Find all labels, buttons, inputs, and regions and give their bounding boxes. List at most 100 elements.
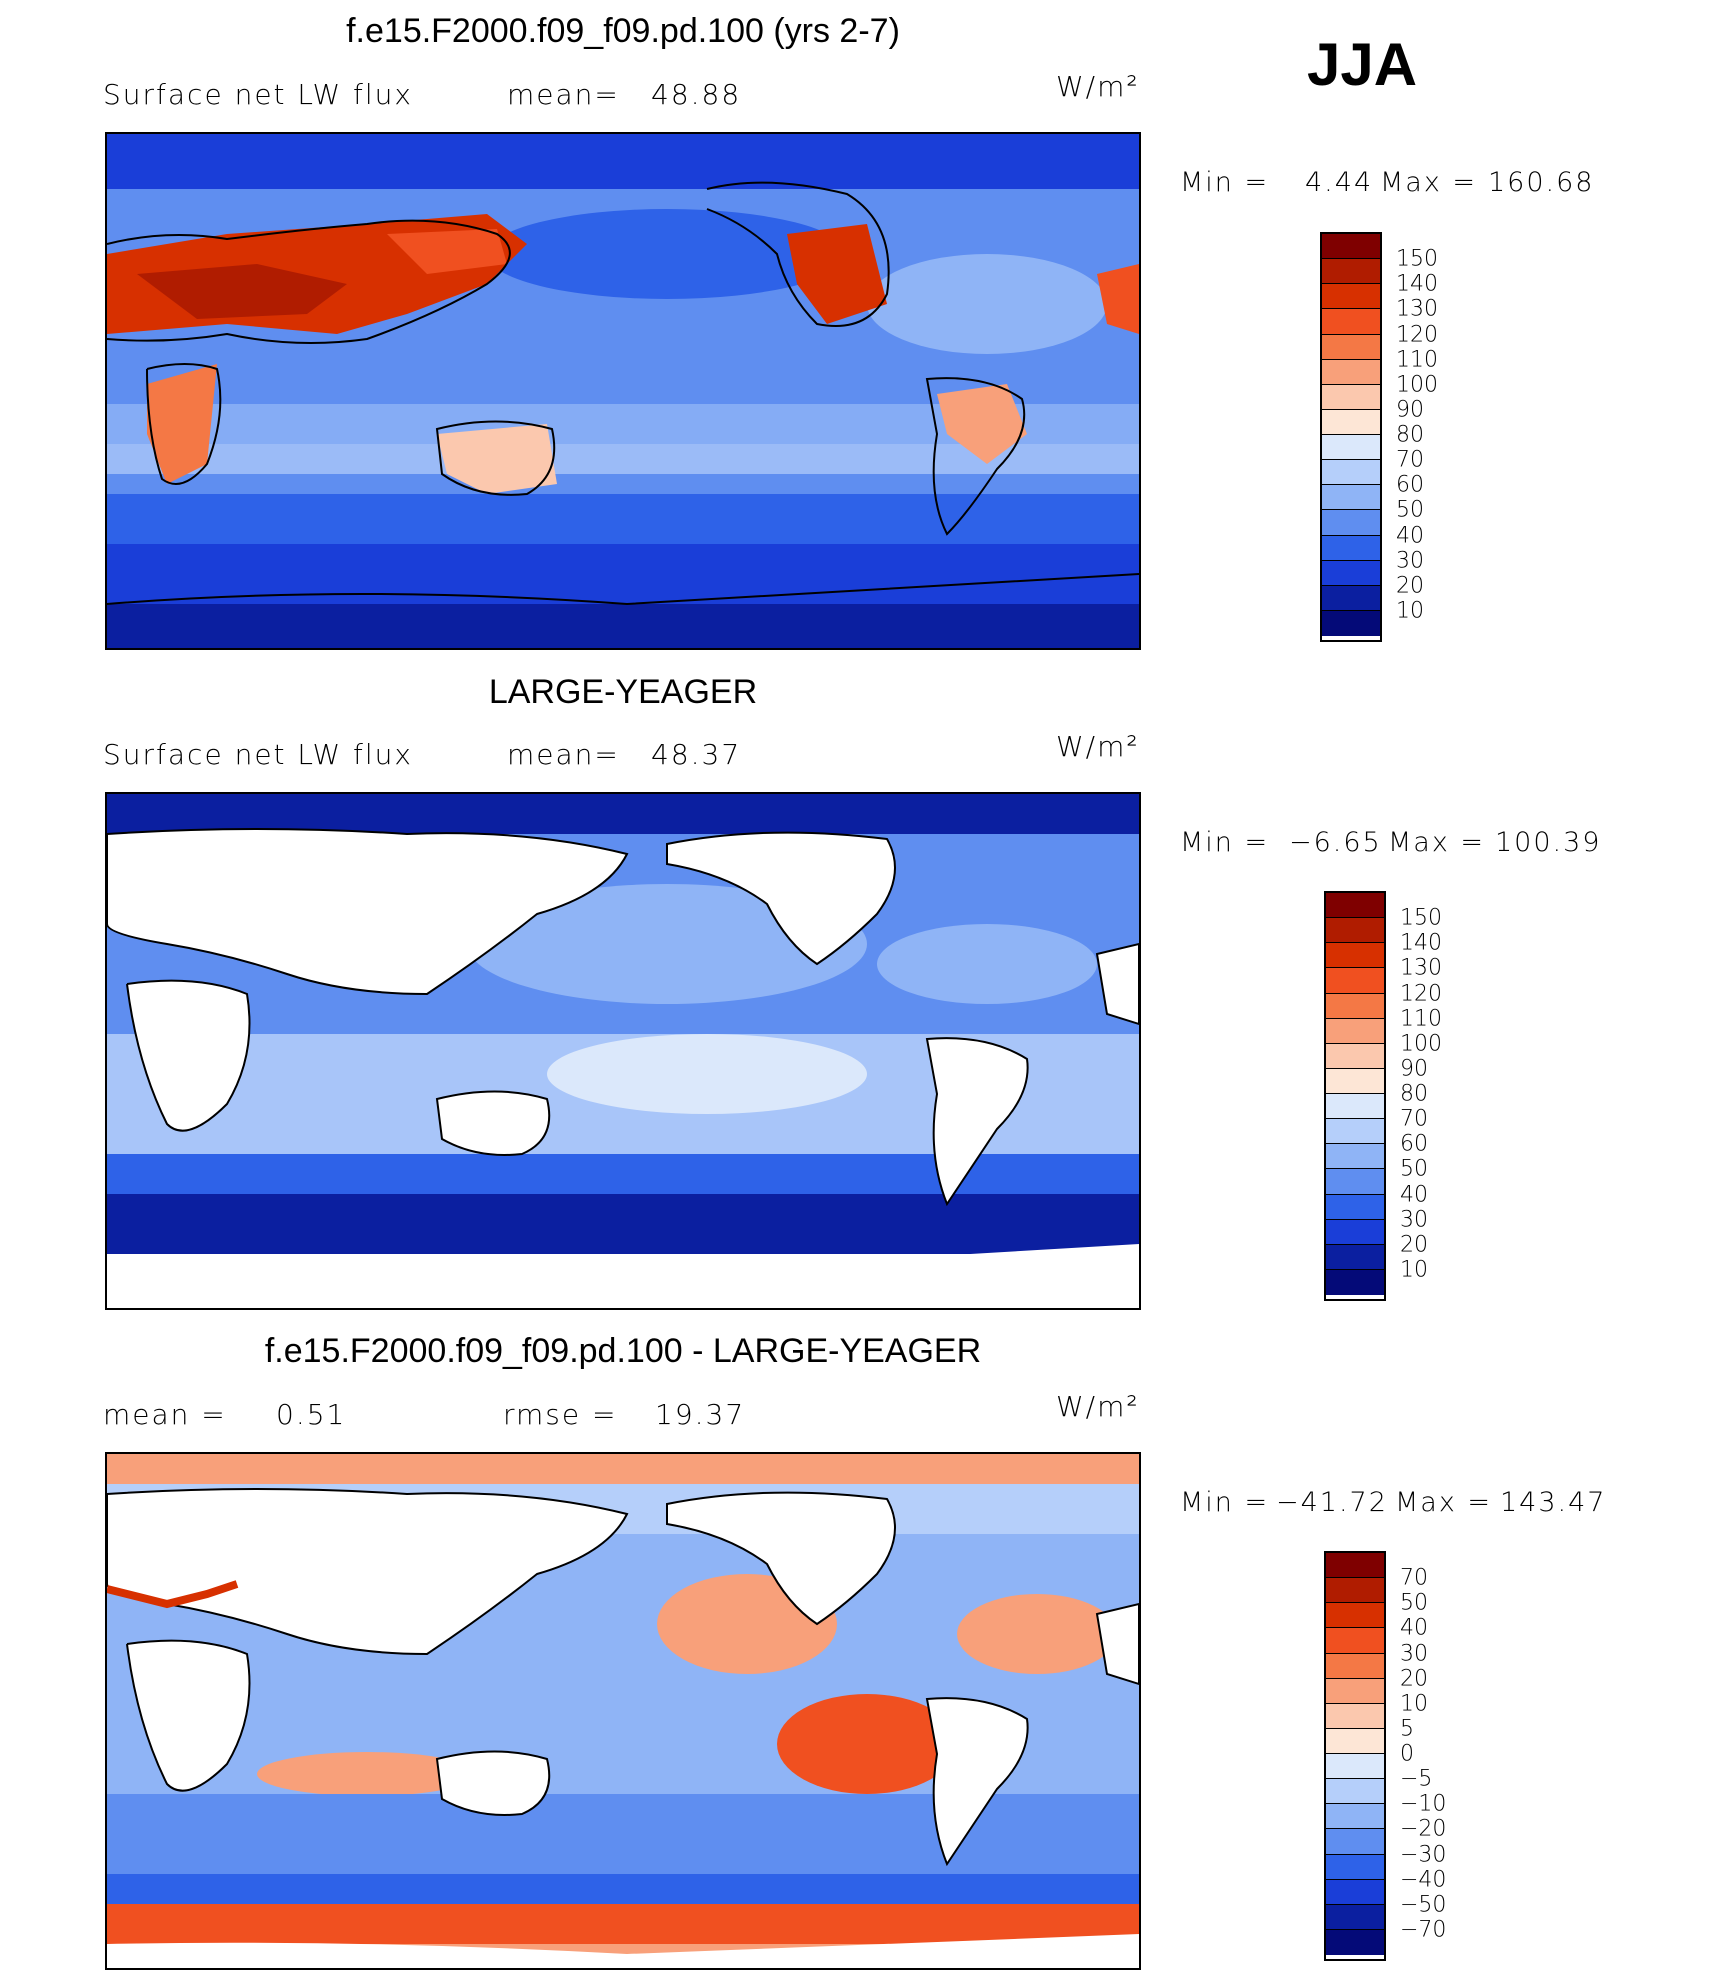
colorbar-tick-label: 20 <box>1400 1666 1428 1692</box>
colorbar-tick-label: 90 <box>1396 397 1424 423</box>
panel-3-mean-value: 0.51 <box>276 1398 347 1431</box>
colorbar-swatch <box>1322 435 1380 461</box>
colorbar-tick-label: 50 <box>1400 1590 1428 1616</box>
colorbar-tick-label: 130 <box>1400 955 1442 981</box>
panel-2-max-label: Max = <box>1388 827 1486 858</box>
panel-1-mean-value: 48.88 <box>651 78 742 111</box>
colorbar-swatch <box>1326 1929 1384 1955</box>
colorbar-tick-label: −40 <box>1400 1867 1447 1893</box>
colorbar-swatch <box>1326 1879 1384 1905</box>
colorbar-tick-label: 30 <box>1396 548 1424 574</box>
colorbar-swatch <box>1326 1043 1384 1069</box>
colorbar-swatch <box>1322 560 1380 586</box>
colorbar-tick-label: 80 <box>1396 422 1424 448</box>
colorbar-tick-label: 120 <box>1396 322 1438 347</box>
colorbar-tick-label: 5 <box>1400 1716 1414 1742</box>
colorbar-tick-label: 30 <box>1400 1207 1428 1233</box>
colorbar-tick-label: 140 <box>1400 930 1442 956</box>
colorbar-tick-label: −10 <box>1400 1791 1447 1817</box>
colorbar-swatch <box>1326 1219 1384 1245</box>
panel-1-map-svg <box>107 134 1139 648</box>
colorbar-tick-label: 100 <box>1400 1031 1442 1057</box>
colorbar-swatch <box>1326 1578 1384 1604</box>
season-label: JJA <box>1307 31 1418 98</box>
panel-1-max-label: Max = <box>1380 167 1478 198</box>
colorbar-swatch <box>1326 1804 1384 1830</box>
panel-2-min-label: Min = <box>1180 827 1270 858</box>
colorbar-swatch <box>1326 993 1384 1019</box>
panel-2-mean-value: 48.37 <box>651 738 742 771</box>
colorbar-swatch <box>1322 610 1380 636</box>
panel-1-title: f.e15.F2000.f09_f09.pd.100 (yrs 2-7) <box>346 12 900 50</box>
panel-1-variable-label: Surface net LW flux <box>103 78 413 111</box>
panel-2-variable-label: Surface net LW flux <box>103 738 413 771</box>
panel-3-units: W/m² <box>1056 1390 1140 1423</box>
colorbar-tick-label: 110 <box>1400 1006 1442 1032</box>
colorbar-tick-label: −20 <box>1400 1816 1447 1842</box>
panel-2-colorbar <box>1324 891 1386 1301</box>
colorbar-swatch <box>1326 1854 1384 1880</box>
colorbar-swatch <box>1326 968 1384 994</box>
colorbar-swatch <box>1322 535 1380 561</box>
panel-3-map <box>105 1452 1141 1970</box>
colorbar-swatch <box>1322 460 1380 486</box>
colorbar-swatch <box>1326 1653 1384 1679</box>
panel-3-colorbar <box>1324 1551 1386 1961</box>
panel-3-mean-label: mean = <box>103 1398 227 1431</box>
panel-2-map-svg <box>107 794 1139 1308</box>
colorbar-tick-label: 0 <box>1400 1741 1414 1767</box>
colorbar-tick-label: −5 <box>1400 1766 1433 1792</box>
colorbar-swatch <box>1326 918 1384 944</box>
colorbar-swatch <box>1326 1754 1384 1780</box>
colorbar-swatch <box>1322 309 1380 335</box>
colorbar-tick-label: 50 <box>1396 497 1424 523</box>
panel-1-map <box>105 132 1141 650</box>
colorbar-swatch <box>1326 1728 1384 1754</box>
colorbar-tick-label: 120 <box>1400 981 1442 1006</box>
panel-2-units: W/m² <box>1056 730 1140 763</box>
colorbar-tick-label: 40 <box>1396 523 1424 548</box>
panel-3-rmse-value: 19.37 <box>655 1398 746 1431</box>
colorbar-tick-label: 110 <box>1396 347 1438 373</box>
panel-1-min-value: 4.44 <box>1305 167 1374 198</box>
colorbar-tick-label: 20 <box>1400 1232 1428 1258</box>
colorbar-tick-label: 40 <box>1400 1182 1428 1207</box>
colorbar-tick-label: 130 <box>1396 296 1438 322</box>
panel-3-max-value: 143.47 <box>1500 1487 1607 1518</box>
colorbar-tick-label: 140 <box>1396 271 1438 297</box>
panel-3-rmse-label: rmse = <box>503 1398 618 1431</box>
colorbar-swatch <box>1326 1269 1384 1295</box>
colorbar-swatch <box>1322 384 1380 410</box>
panel-1-units: W/m² <box>1056 70 1140 103</box>
panel-3-min-value: −41.72 <box>1276 1487 1388 1518</box>
colorbar-swatch <box>1326 1119 1384 1145</box>
panel-3-max-label: Max = <box>1395 1487 1493 1518</box>
panel-3-map-svg <box>107 1454 1139 1968</box>
colorbar-tick-label: 60 <box>1400 1131 1428 1157</box>
colorbar-swatch <box>1322 485 1380 511</box>
colorbar-tick-label: −30 <box>1400 1842 1447 1867</box>
colorbar-tick-label: 70 <box>1400 1565 1428 1591</box>
colorbar-tick-label: −70 <box>1400 1917 1447 1943</box>
colorbar-swatch <box>1326 1068 1384 1094</box>
colorbar-swatch <box>1326 1703 1384 1729</box>
panel-2-map <box>105 792 1141 1310</box>
panel-1-mean-label: mean= <box>507 78 620 111</box>
colorbar-swatch <box>1326 1094 1384 1120</box>
panel-1-min-label: Min = <box>1180 167 1270 198</box>
colorbar-tick-label: 80 <box>1400 1081 1428 1107</box>
colorbar-swatch <box>1322 510 1380 536</box>
colorbar-tick-label: 100 <box>1396 372 1438 398</box>
colorbar-tick-label: 70 <box>1400 1106 1428 1132</box>
colorbar-swatch <box>1322 284 1380 310</box>
colorbar-swatch <box>1326 1169 1384 1195</box>
colorbar-tick-label: −50 <box>1400 1892 1447 1918</box>
colorbar-tick-label: 30 <box>1400 1641 1428 1666</box>
colorbar-swatch <box>1326 1904 1384 1930</box>
panel-2-title: LARGE-YEAGER <box>488 673 758 711</box>
colorbar-swatch <box>1326 1144 1384 1170</box>
colorbar-tick-label: 60 <box>1396 472 1424 498</box>
colorbar-tick-label: 20 <box>1396 573 1424 599</box>
colorbar-swatch <box>1326 1779 1384 1805</box>
colorbar-swatch <box>1326 1244 1384 1270</box>
